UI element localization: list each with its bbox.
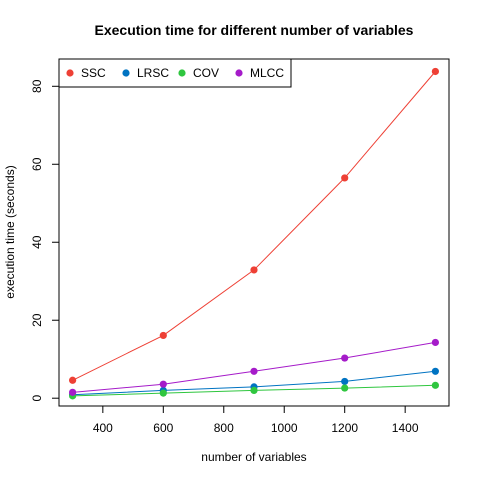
legend-marker-ssc [66,69,74,77]
legend-marker-lrsc [122,69,130,77]
y-tick-label: 20 [30,313,44,327]
legend-box [58,58,292,88]
data-point-ssc [341,174,349,182]
data-point-ssc [159,331,167,340]
data-point-mlcc [69,388,77,396]
y-axis-label: execution time (seconds) [3,165,17,298]
legend-label-lrsc: LRSC [137,66,169,80]
legend-marker-mlcc [235,69,243,77]
x-tick-label: 1000 [271,421,298,435]
x-axis: 400 600 800 1000 1200 1400 [93,405,419,435]
legend-marker-cov [178,69,186,77]
data-point-cov [250,386,258,395]
data-point-lrsc [341,377,349,386]
x-tick-label: 400 [93,421,113,435]
data-point-cov [431,381,439,389]
data-point-ssc [431,67,439,76]
y-tick-label: 60 [30,157,44,171]
data-point-mlcc [341,354,349,362]
data-point-ssc [250,266,258,274]
y-tick-label: 80 [30,79,44,93]
data-point-lrsc [431,367,439,375]
legend-label-cov: COV [193,66,219,80]
x-tick-label: 600 [153,421,173,435]
data-point-cov [341,384,349,392]
x-tick-label: 800 [214,421,234,435]
y-axis: 0 20 40 60 80 [30,79,60,402]
data-point-ssc [69,376,77,384]
legend-label-ssc: SSC [81,66,106,80]
data-point-mlcc [431,338,439,347]
legend-label-mlcc: MLCC [250,66,284,80]
data-point-mlcc [159,380,167,388]
x-tick-label: 1400 [392,421,419,435]
x-tick-label: 1200 [331,421,358,435]
data-point-mlcc [250,367,258,375]
chart-title: Execution time for different number of v… [95,22,414,38]
y-tick-label: 40 [30,235,44,249]
data-point-cov [159,389,167,397]
y-tick-label: 0 [30,395,44,402]
series-layer [69,67,439,400]
x-axis-label: number of variables [201,450,306,464]
legend: SSC LRSC COV MLCC [58,58,292,88]
